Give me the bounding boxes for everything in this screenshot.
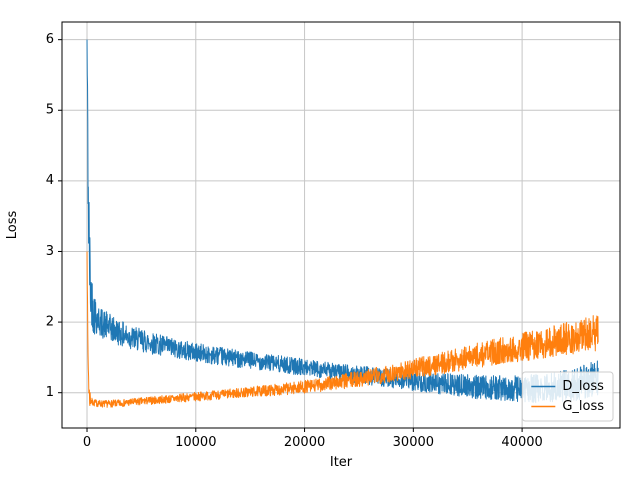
loss-chart-canvas xyxy=(0,0,640,480)
loss-figure xyxy=(0,0,640,480)
